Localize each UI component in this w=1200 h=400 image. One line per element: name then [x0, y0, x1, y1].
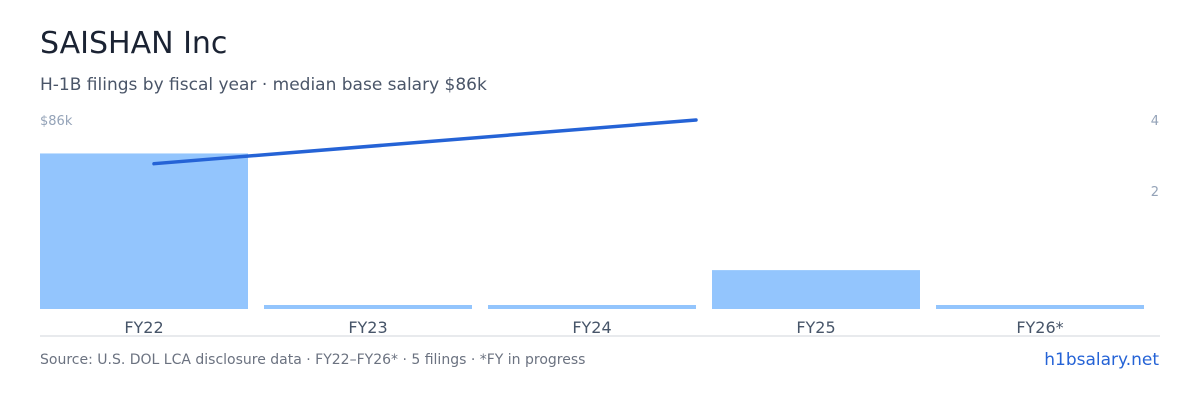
left-axis-max-label: $86k [40, 114, 73, 129]
bar-fy23 [264, 305, 472, 309]
right-axis-tick: 4 [1151, 114, 1159, 129]
right-axis-tick: 2 [1151, 185, 1159, 200]
y-axis-labels: $86k 2 4 [40, 114, 1159, 200]
chart-subtitle: H-1B filings by fiscal year · median bas… [40, 75, 487, 95]
x-tick-label: FY24 [572, 318, 611, 337]
bar-fy22 [40, 153, 248, 309]
site-link[interactable]: h1bsalary.net [1044, 350, 1159, 370]
page-title: SAISHAN Inc [40, 26, 228, 61]
bar-fy24 [488, 305, 696, 309]
x-tick-label: FY25 [796, 318, 835, 337]
x-tick-label: FY22 [124, 318, 163, 337]
source-note: Source: U.S. DOL LCA disclosure data · F… [40, 352, 586, 368]
x-tick-label: FY23 [348, 318, 387, 337]
bar-fy26 [936, 305, 1144, 309]
salary-trend-line [152, 118, 698, 166]
x-tick-label: FY26* [1016, 318, 1063, 337]
x-tick-labels: FY22 FY23 FY24 FY25 FY26* [124, 318, 1063, 337]
bar-fy25 [712, 270, 920, 309]
bar-group [40, 153, 1144, 309]
